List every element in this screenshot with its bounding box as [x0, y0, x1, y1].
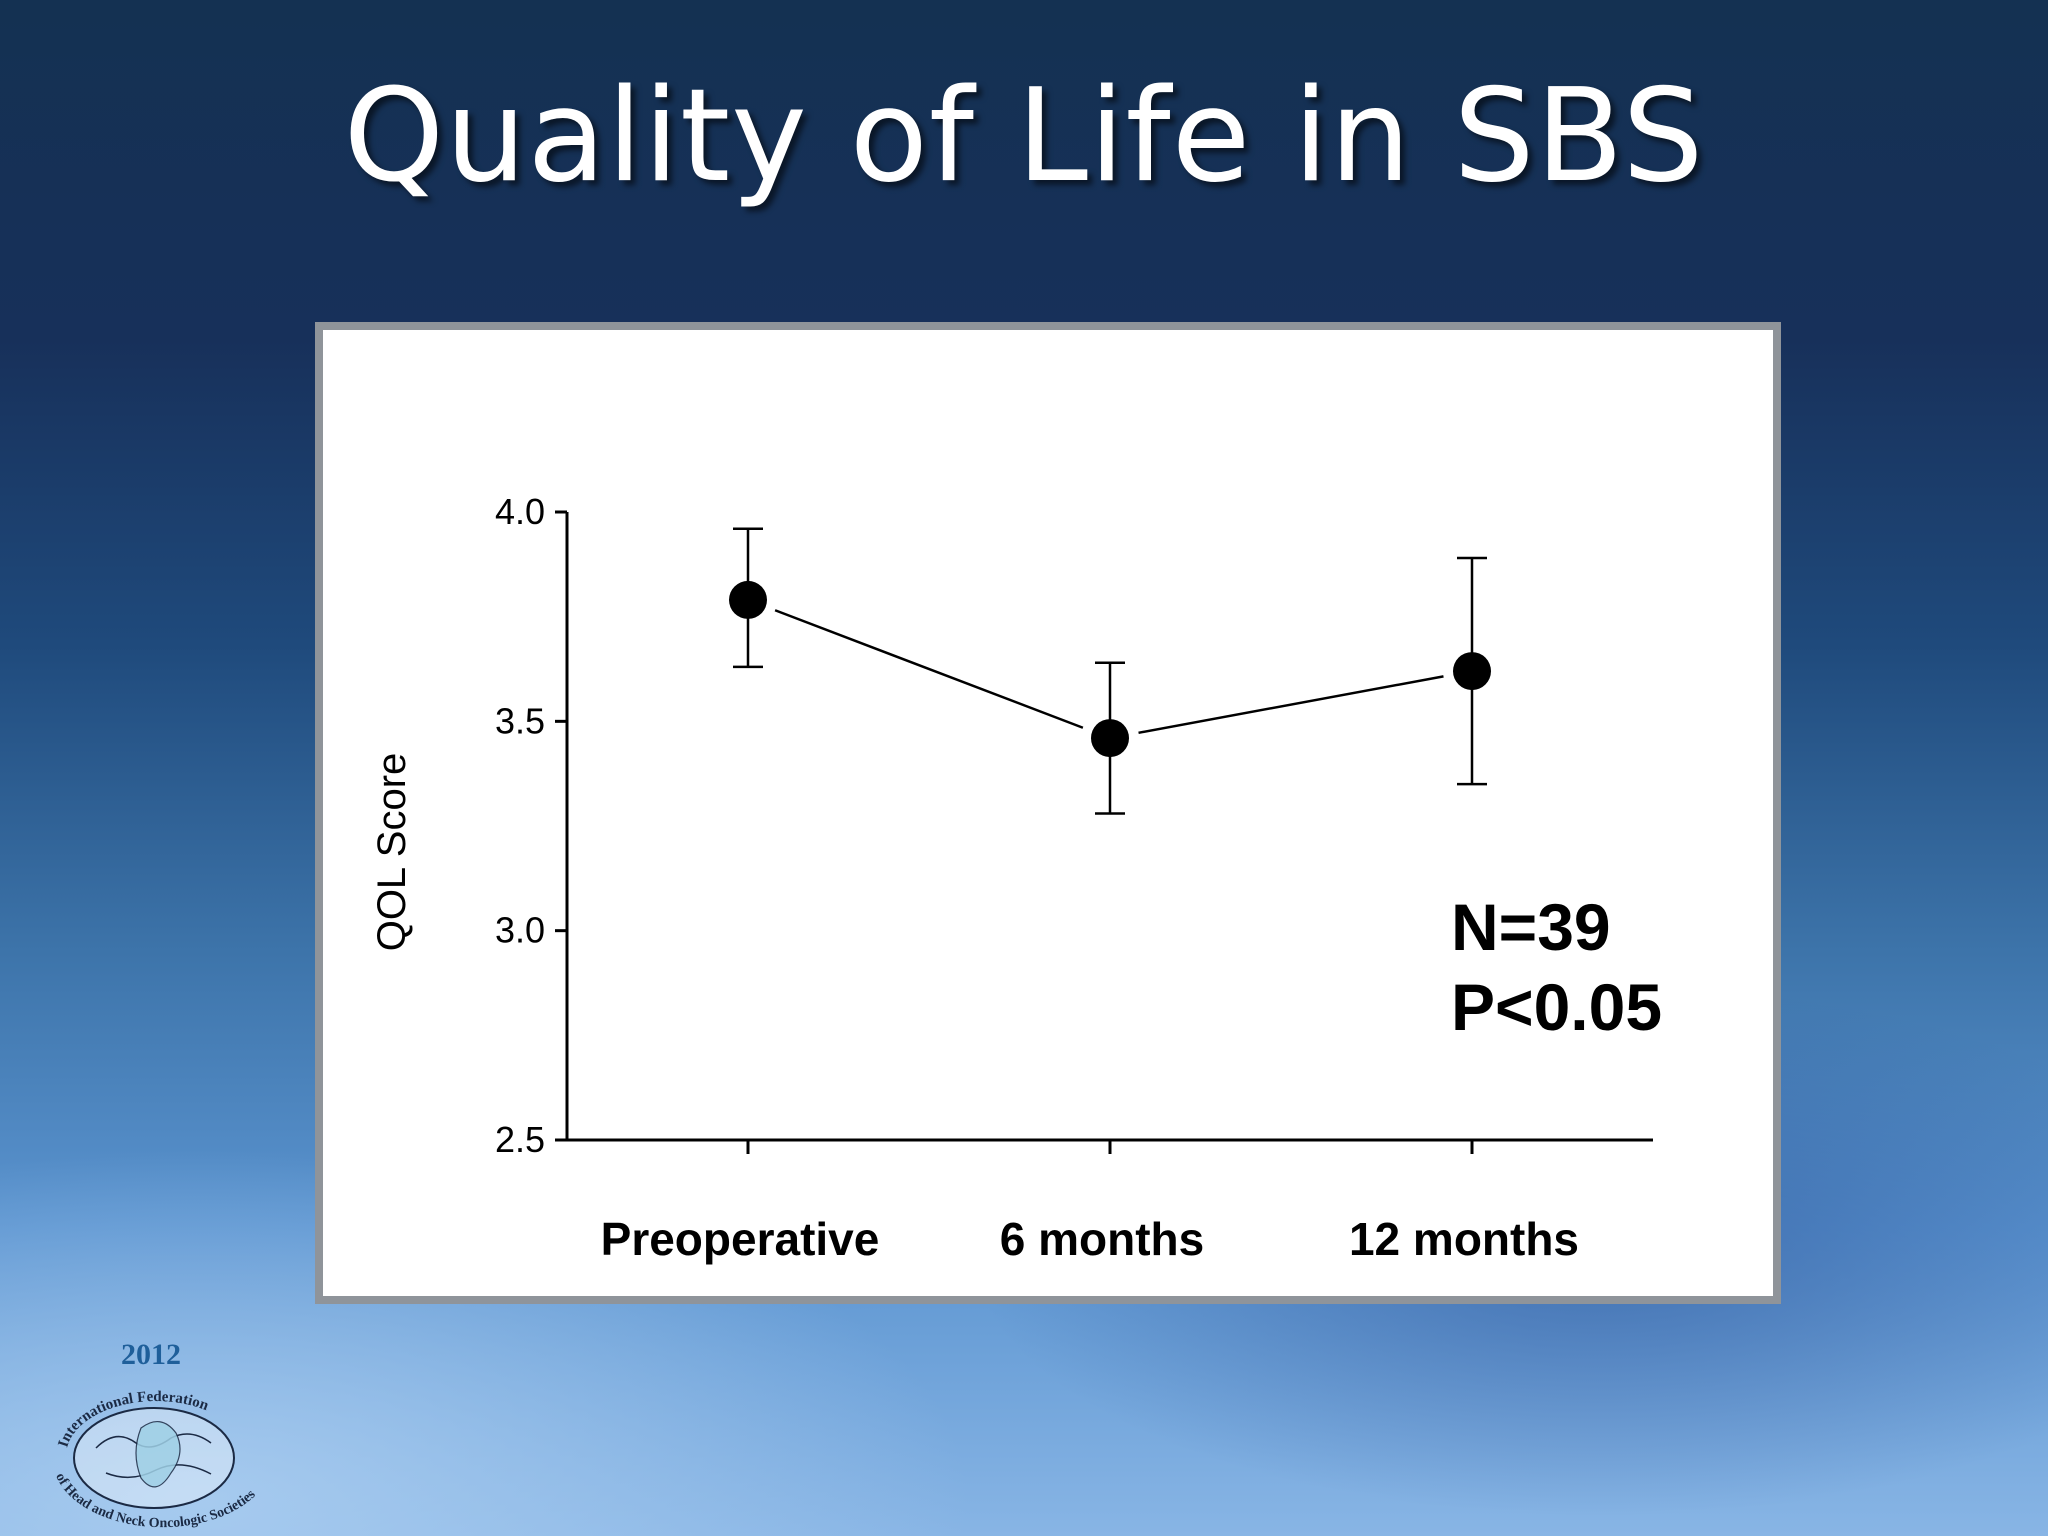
x-tick-label: 12 months — [1349, 1213, 1579, 1265]
annotation-p: P<0.05 — [1451, 970, 1662, 1044]
ifhnos-logo: 2012 International Federation of Head an… — [36, 1338, 276, 1528]
globe-logo-icon: International Federation of Head and Nec… — [52, 1389, 259, 1528]
y-tick-label: 2.5 — [495, 1119, 545, 1160]
slide-title: Quality of Life in SBS — [343, 62, 1705, 211]
data-point — [1453, 652, 1491, 691]
y-tick-label: 3.5 — [495, 700, 545, 741]
x-tick-label: Preoperative — [601, 1213, 880, 1265]
data-point — [1091, 719, 1129, 758]
y-axis-label: QOL Score — [370, 753, 414, 952]
qol-line-chart: 4.0 3.5 3.0 2.5 QOL Score Preoperative 6 month… — [370, 491, 1662, 1265]
x-tick-label: 6 months — [1000, 1213, 1204, 1265]
series-line-segment — [1138, 675, 1444, 735]
chart-panel: 4.0 3.5 3.0 2.5 QOL Score Preoperative 6 month… — [315, 322, 1781, 1304]
y-tick-label: 4.0 — [495, 491, 545, 532]
annotation-n: N=39 — [1451, 890, 1611, 964]
series-line-segment — [774, 609, 1084, 729]
data-point — [729, 580, 767, 619]
logo-year: 2012 — [121, 1338, 181, 1371]
y-tick-label: 3.0 — [495, 910, 545, 951]
